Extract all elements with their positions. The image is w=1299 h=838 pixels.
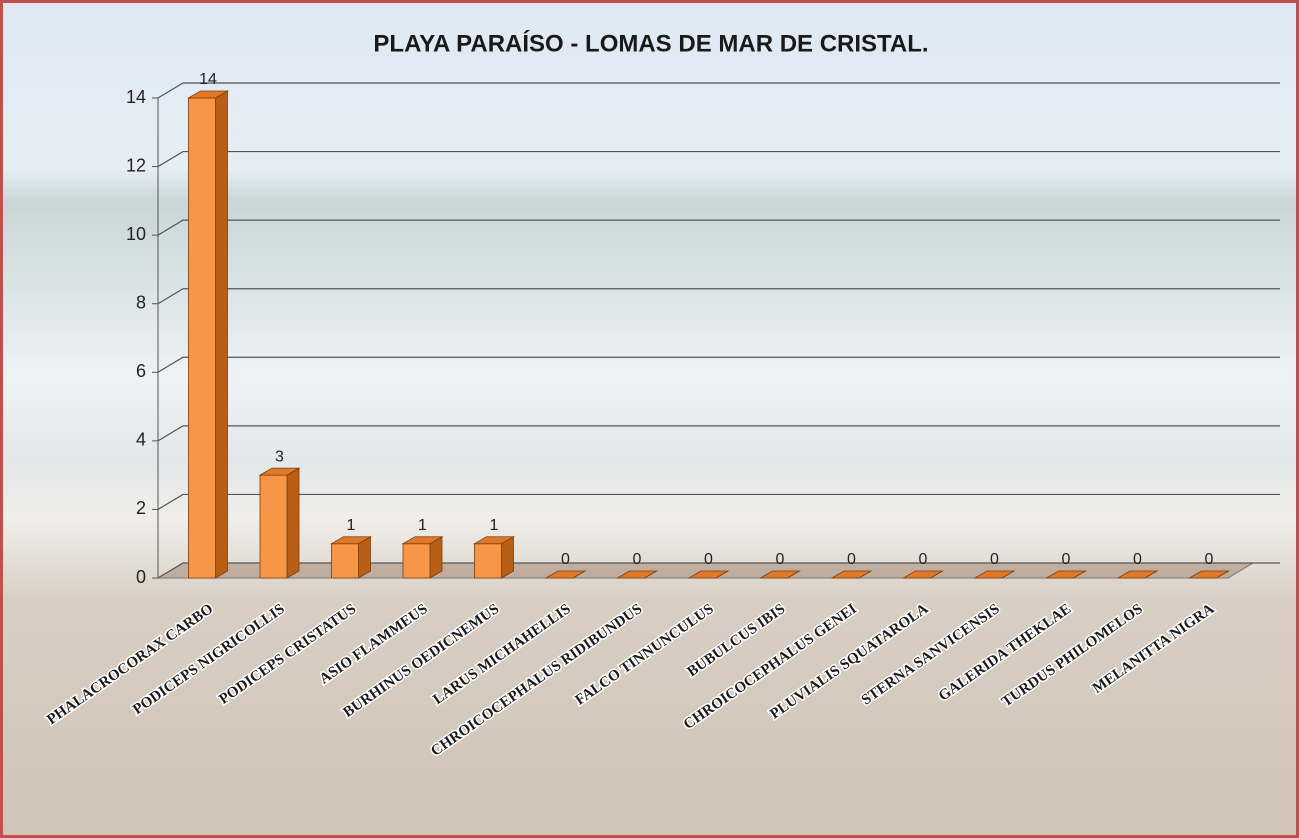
bar-group [332, 537, 371, 578]
data-label: 3 [275, 448, 284, 465]
x-tick-label: STERNA SANVICENSIS [859, 601, 1003, 709]
x-tick-label: MELANITTA NIGRA [1090, 601, 1218, 697]
data-label: 0 [990, 551, 999, 568]
data-label: 0 [847, 551, 856, 568]
bar [403, 544, 430, 578]
data-label: 0 [1062, 551, 1071, 568]
data-label: 0 [561, 551, 570, 568]
data-label: 1 [418, 517, 427, 534]
y-tick-label: 12 [126, 155, 146, 175]
data-label: 0 [1205, 551, 1214, 568]
chart: PLAYA PARAÍSO - LOMAS DE MAR DE CRISTAL.… [3, 3, 1296, 835]
x-tick-label: PODICEPS CRISTATUS [216, 601, 359, 708]
chart-frame: PLAYA PARAÍSO - LOMAS DE MAR DE CRISTAL.… [0, 0, 1299, 838]
bar-group [189, 91, 228, 578]
y-tick-label: 2 [136, 498, 146, 518]
chart-title: PLAYA PARAÍSO - LOMAS DE MAR DE CRISTAL. [373, 29, 928, 57]
grid-line [158, 220, 1280, 235]
bar-group [475, 537, 514, 578]
y-tick-label: 8 [136, 292, 146, 312]
data-label: 0 [776, 551, 785, 568]
y-tick-label: 4 [136, 430, 146, 450]
grid-line [158, 357, 1280, 372]
bar [189, 98, 216, 578]
data-label: 0 [1133, 551, 1142, 568]
bar-side [216, 91, 228, 578]
y-tick-label: 14 [126, 87, 146, 107]
bar-group [403, 537, 442, 578]
data-label: 0 [919, 551, 928, 568]
grid-line [158, 494, 1280, 509]
bar-side [287, 468, 299, 578]
data-label: 0 [704, 551, 713, 568]
bar [332, 544, 359, 578]
y-tick-label: 6 [136, 361, 146, 381]
x-tick-label: TURDUS PHILOMELOS [999, 601, 1146, 710]
grid-line [158, 289, 1280, 304]
x-tick-label: GALERIDA THEKLAE [936, 601, 1074, 705]
x-tick-label: FALCO TINNUNCULUS [573, 601, 717, 709]
data-label: 14 [199, 71, 217, 88]
grid-line [158, 152, 1280, 167]
data-label: 0 [633, 551, 642, 568]
bar [475, 544, 502, 578]
data-label: 1 [347, 517, 356, 534]
data-label: 1 [490, 517, 499, 534]
bar-group [260, 468, 299, 578]
grid-line [158, 426, 1280, 441]
y-tick-label: 10 [126, 224, 146, 244]
y-tick-label: 0 [136, 567, 146, 587]
grid-line [158, 83, 1280, 98]
x-tick-label: LARUS MICHAHELLIS [430, 601, 573, 708]
bar [260, 475, 287, 578]
